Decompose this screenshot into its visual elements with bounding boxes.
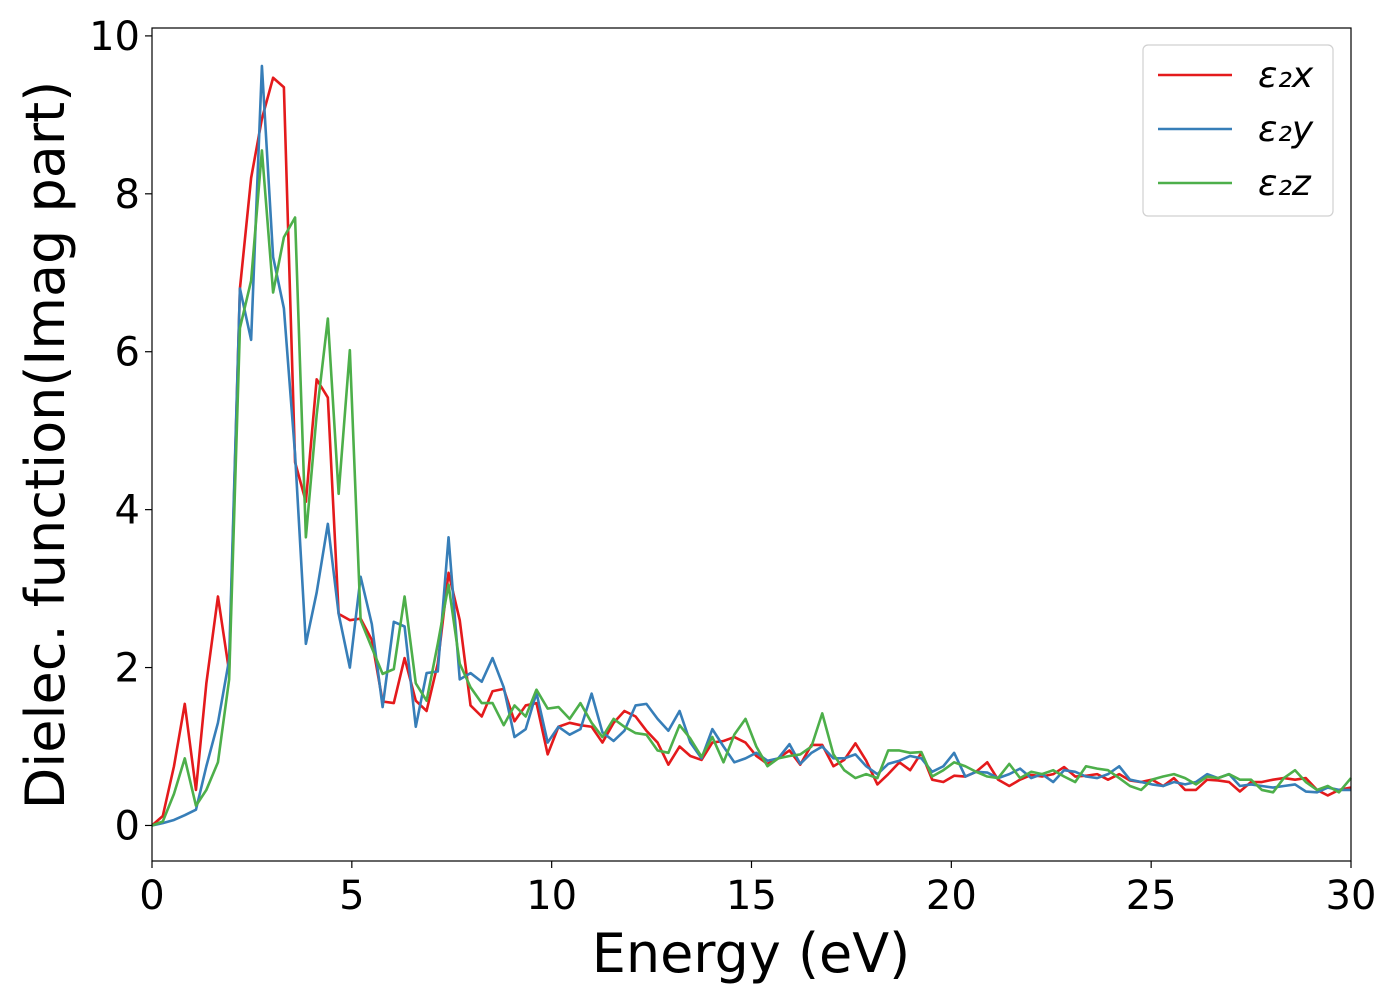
y-axis-ticks: 0 2 4 6 8 10 — [89, 14, 152, 849]
x-tick-label: 25 — [1126, 873, 1177, 919]
legend-box — [1142, 44, 1334, 217]
y-tick-label: 4 — [115, 488, 140, 534]
legend-entries: ε₂x ε₂y ε₂z — [1158, 55, 1314, 204]
y-tick-label: 8 — [115, 172, 140, 218]
legend-label-1: ε₂x — [1258, 55, 1314, 96]
series-line-2 — [151, 64, 1351, 827]
y-axis-label: Dielec. function(Imag part) — [14, 81, 77, 810]
y-tick-label: 2 — [115, 646, 140, 692]
series-line-3 — [151, 149, 1352, 827]
x-tick-label: 30 — [1326, 873, 1377, 919]
legend: ε₂x ε₂y ε₂z — [1142, 44, 1334, 217]
x-tick-label: 15 — [726, 873, 777, 919]
x-tick-label: 20 — [926, 873, 977, 919]
x-tick-label: 0 — [139, 873, 164, 919]
y-tick-label: 10 — [89, 14, 140, 60]
legend-label-3: ε₂z — [1258, 163, 1312, 204]
x-tick-label: 5 — [339, 873, 364, 919]
x-tick-label: 10 — [526, 873, 577, 919]
y-tick-label: 0 — [115, 803, 140, 849]
x-axis-label: Energy (eV) — [592, 922, 911, 985]
series-layer — [151, 64, 1352, 827]
legend-label-2: ε₂y — [1258, 109, 1314, 150]
x-axis-ticks: 0 5 10 15 20 25 30 — [139, 861, 1376, 919]
y-tick-label: 6 — [115, 330, 140, 376]
